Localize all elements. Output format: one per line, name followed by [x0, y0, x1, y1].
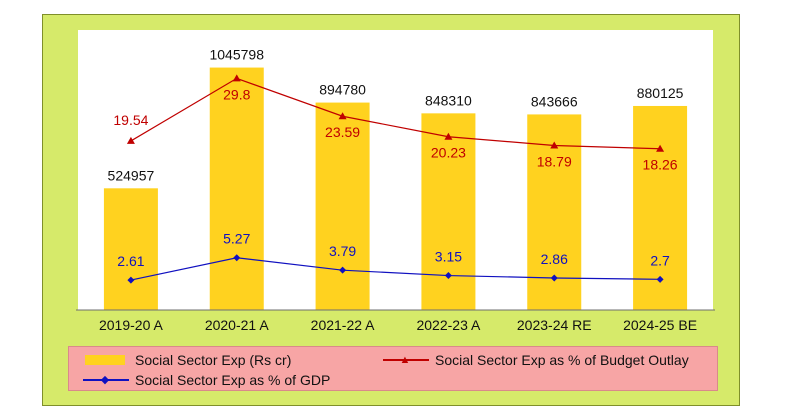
- bar-label-4: 843666: [531, 93, 578, 109]
- gdp-label-5: 2.7: [650, 252, 670, 268]
- bar-2: [315, 102, 370, 310]
- legend-gdp-label: Social Sector Exp as % of GDP: [135, 372, 331, 388]
- gdp-marker-2: [339, 266, 347, 274]
- budget-label-4: 18.79: [537, 153, 572, 169]
- plot-area: [78, 30, 713, 310]
- bar-label-1: 1045798: [209, 47, 264, 63]
- budget-label-1: 29.8: [223, 86, 250, 102]
- bar-1: [209, 67, 264, 311]
- budget-marker-2: [338, 112, 347, 120]
- legend-item-budget: ▲ Social Sector Exp as % of Budget Outla…: [379, 351, 709, 369]
- budget-marker-1: [232, 74, 241, 82]
- budget-marker-4: [550, 141, 559, 149]
- bar-label-2: 894780: [319, 82, 366, 98]
- legend-bar-label: Social Sector Exp (Rs cr): [135, 352, 292, 368]
- budget-marker-0: [126, 136, 135, 144]
- budget-marker-3: [444, 132, 453, 140]
- gdp-marker-5: [656, 275, 664, 283]
- x-tick-label-3: 2022-23 A: [416, 317, 480, 333]
- budget-marker-5: [656, 144, 665, 152]
- triangle-marker-icon: ▲: [399, 354, 411, 366]
- budget-series-line: [130, 77, 661, 150]
- legend-item-gdp: ◆ Social Sector Exp as % of GDP: [79, 371, 379, 389]
- x-tick-label-4: 2023-24 RE: [517, 317, 592, 333]
- gdp-label-2: 3.79: [329, 243, 356, 259]
- legend-budget-label: Social Sector Exp as % of Budget Outlay: [435, 352, 689, 368]
- bar-label-0: 524957: [108, 167, 155, 183]
- gdp-label-0: 2.61: [117, 253, 144, 269]
- budget-label-3: 20.23: [431, 145, 466, 161]
- gdp-label-3: 3.15: [435, 249, 462, 265]
- legend: Social Sector Exp (Rs cr) ▲ Social Secto…: [68, 346, 718, 391]
- legend-budget-line: [383, 359, 429, 361]
- bar-3: [421, 113, 476, 311]
- bar-0: [103, 188, 158, 310]
- legend-item-bar: Social Sector Exp (Rs cr): [79, 351, 359, 369]
- gdp-label-4: 2.86: [541, 251, 568, 267]
- gdp-series-line: [130, 257, 661, 281]
- x-tick-label-5: 2024-25 BE: [623, 317, 697, 333]
- gdp-marker-0: [127, 276, 135, 284]
- gdp-marker-3: [444, 272, 452, 280]
- x-tick-label-0: 2019-20 A: [99, 317, 163, 333]
- bar-label-3: 848310: [425, 92, 472, 108]
- x-tick-label-1: 2020-21 A: [205, 317, 269, 333]
- gdp-marker-4: [550, 274, 558, 282]
- diamond-marker-icon: ◆: [100, 374, 110, 386]
- x-tick-label-2: 2021-22 A: [311, 317, 375, 333]
- gdp-label-1: 5.27: [223, 231, 250, 247]
- bar-label-5: 880125: [637, 85, 684, 101]
- budget-label-0: 19.54: [113, 112, 148, 128]
- budget-label-2: 23.59: [325, 124, 360, 140]
- gdp-marker-1: [233, 254, 241, 262]
- budget-label-5: 18.26: [643, 157, 678, 173]
- legend-bar-swatch: [85, 355, 125, 365]
- legend-gdp-line: [83, 379, 129, 381]
